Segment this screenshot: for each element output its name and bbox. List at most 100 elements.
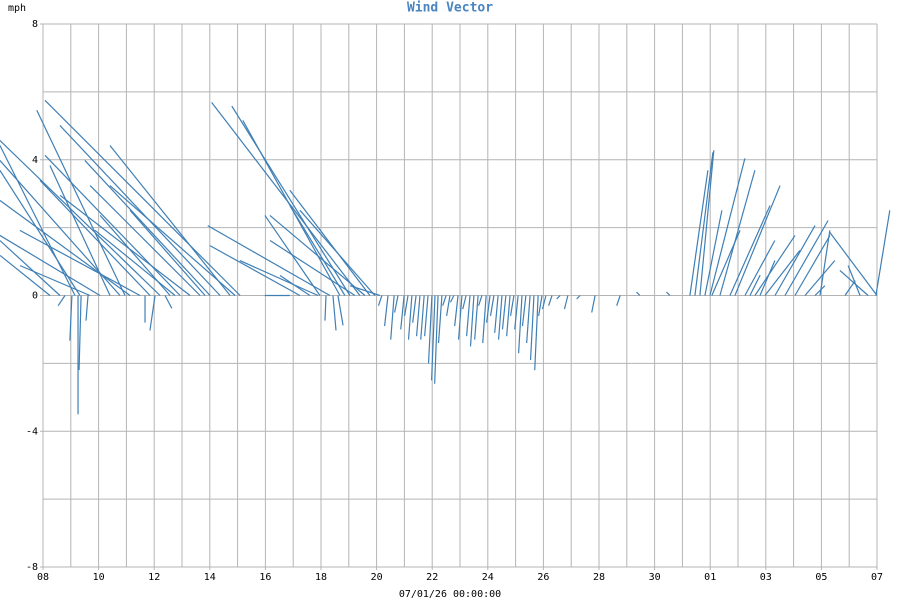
- x-axis-label: 07/01/26 00:00:00: [399, 589, 501, 600]
- wind-vector: [509, 295, 515, 316]
- wind-vector: [0, 145, 76, 296]
- wind-vector: [704, 210, 723, 296]
- wind-vector: [734, 185, 781, 296]
- wind-vector: [556, 295, 561, 300]
- wind-vector: [377, 295, 383, 306]
- wind-vector: [44, 99, 241, 296]
- wind-vector: [548, 295, 553, 306]
- x-tick-label: 03: [760, 572, 772, 583]
- wind-vector: [59, 194, 191, 296]
- wind-vector: [576, 295, 581, 300]
- wind-vector: [719, 170, 756, 296]
- x-tick-label: 07: [871, 572, 883, 583]
- wind-vector: [349, 285, 381, 297]
- x-tick-label: 22: [426, 572, 438, 583]
- wind-vector: [337, 295, 344, 326]
- wind-vector: [711, 230, 741, 296]
- vectors: [0, 99, 891, 415]
- wind-vector: [875, 210, 891, 296]
- wind-vector: [69, 295, 73, 341]
- wind-vector: [289, 189, 371, 296]
- wind-vector: [744, 240, 776, 296]
- wind-vector: [94, 229, 176, 296]
- wind-vector: [514, 295, 519, 330]
- wind-vector: [829, 232, 878, 296]
- wind-vector: [521, 295, 527, 327]
- y-axis-label: mph: [8, 3, 26, 14]
- wind-vector: [279, 274, 311, 296]
- wind-vector: [434, 295, 439, 384]
- wind-vector: [239, 259, 319, 297]
- wind-vector: [482, 295, 487, 344]
- wind-vector: [324, 295, 327, 321]
- wind-vector: [501, 295, 507, 330]
- wind-vector: [466, 295, 471, 337]
- wind-vector: [59, 125, 221, 296]
- wind-vector: [407, 295, 413, 340]
- wind-vector: [538, 295, 543, 316]
- y-tick-label: -4: [26, 426, 38, 437]
- wind-vector: [0, 169, 81, 296]
- wind-vector: [847, 265, 861, 296]
- wind-vector: [299, 209, 376, 296]
- wind-vector: [636, 291, 641, 296]
- x-tick-label: 30: [649, 572, 661, 583]
- wind-vector: [699, 150, 715, 296]
- y-tick-label: 8: [32, 19, 38, 30]
- wind-vector: [0, 199, 131, 296]
- wind-vector: [412, 295, 417, 323]
- x-tick-label: 24: [482, 572, 494, 583]
- wind-vector: [784, 220, 829, 296]
- wind-vector: [207, 225, 331, 297]
- wind-vector: [457, 295, 463, 340]
- wind-vector: [415, 295, 421, 337]
- wind-vector: [474, 295, 479, 340]
- wind-vector: [394, 295, 399, 313]
- wind-vector: [534, 295, 539, 371]
- wind-vector: [0, 234, 101, 297]
- wind-vector: [804, 260, 836, 296]
- y-tick-label: 4: [32, 155, 38, 166]
- wind-vector: [454, 295, 459, 327]
- wind-vector: [591, 295, 596, 313]
- wind-vector: [49, 165, 111, 296]
- wind-vector: [819, 230, 831, 296]
- wind-vector: [844, 280, 856, 296]
- wind-vector: [666, 291, 671, 296]
- wind-vector: [541, 295, 547, 310]
- wind-vector: [289, 205, 346, 296]
- wind-vector: [689, 170, 709, 296]
- wind-vector: [109, 145, 231, 296]
- wind-vector: [486, 295, 491, 323]
- wind-vector: [754, 235, 796, 296]
- wind-vector: [269, 214, 366, 296]
- x-tick-label: 12: [148, 572, 160, 583]
- wind-vector: [109, 185, 236, 296]
- x-tick-label: 05: [815, 572, 827, 583]
- y-tick-label: 0: [32, 291, 38, 302]
- wind-vector: [0, 254, 51, 296]
- x-tick-label: 01: [704, 572, 716, 583]
- wind-vector: [384, 295, 389, 327]
- wind-vector: [0, 240, 61, 296]
- wind-vector: [446, 295, 451, 316]
- x-tick-label: 08: [37, 572, 49, 583]
- x-tick-label: 18: [315, 572, 327, 583]
- wind-vector: [19, 265, 91, 297]
- wind-vector: [729, 205, 771, 296]
- wind-vector: [57, 295, 66, 307]
- wind-vector: [518, 295, 523, 354]
- wind-vector: [84, 160, 211, 296]
- wind-vector: [164, 295, 173, 309]
- wind-vector: [477, 295, 483, 306]
- x-tick-label: 14: [204, 572, 216, 583]
- wind-vector: [497, 295, 503, 340]
- wind-vector: [749, 274, 761, 296]
- x-tick-label: 10: [93, 572, 105, 583]
- wind-vector: [44, 154, 181, 296]
- wind-vector: [400, 295, 405, 330]
- wind-vector: [774, 225, 816, 296]
- wind-vector: [462, 295, 467, 310]
